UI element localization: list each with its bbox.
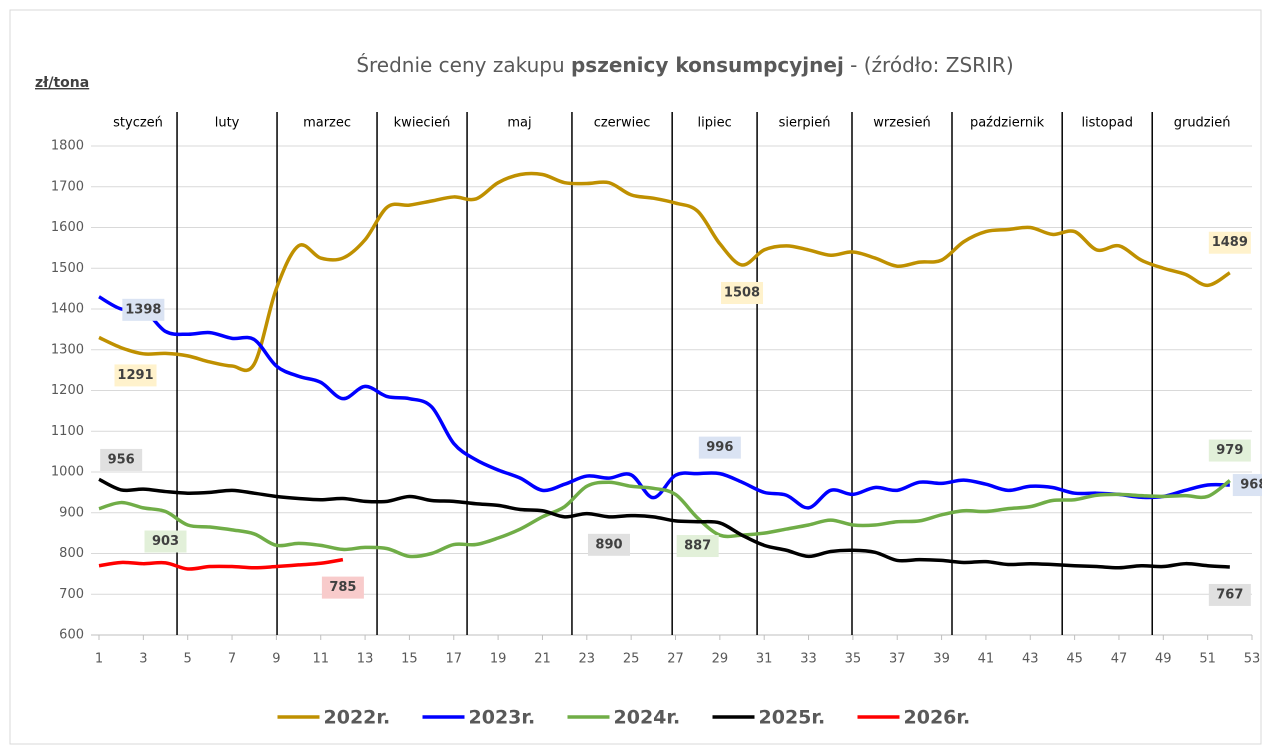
data-label: 1489 (1212, 235, 1248, 250)
data-label: 979 (1216, 443, 1243, 458)
data-label-box (321, 576, 364, 599)
month-label: grudzień (1174, 116, 1231, 131)
data-label: 903 (152, 534, 179, 549)
data-label-box (587, 533, 630, 556)
x-tick-label: 37 (889, 652, 906, 667)
x-tick-label: 5 (184, 652, 192, 667)
y-tick-label: 1700 (51, 179, 84, 194)
data-label: 956 (108, 452, 135, 467)
x-tick-label: 15 (401, 652, 418, 667)
chart-title: Średnie ceny zakupu pszenicy konsumpcyjn… (356, 53, 1013, 77)
series-line (98, 295, 1230, 510)
data-label: 1508 (724, 285, 760, 300)
month-label: marzec (303, 116, 351, 131)
legend-label: 2025r. (759, 707, 826, 729)
x-tick-label: 13 (357, 652, 374, 667)
data-label-box (721, 281, 764, 304)
y-axis-label: zł/tona (35, 75, 89, 91)
y-tick-label: 1400 (51, 302, 84, 317)
data-label: 887 (684, 539, 711, 554)
x-tick-label: 45 (1066, 652, 1083, 667)
series-line (98, 171, 1231, 373)
x-tick-label: 39 (933, 652, 950, 667)
month-label: maj (507, 116, 531, 131)
x-tick-label: 19 (490, 652, 507, 667)
data-label: 968 (1240, 478, 1262, 493)
y-tick-label: 1600 (51, 220, 84, 235)
legend-label: 2026r. (904, 707, 971, 729)
x-tick-label: 53 (1244, 652, 1261, 667)
x-tick-label: 11 (312, 652, 329, 667)
y-tick-label: 1000 (51, 465, 84, 480)
x-tick-label: 33 (800, 652, 817, 667)
data-label-box (1208, 583, 1251, 606)
series-line (98, 477, 1230, 570)
x-tick-label: 31 (756, 652, 773, 667)
x-tick-label: 35 (845, 652, 862, 667)
data-label-box (1208, 439, 1251, 462)
data-label: 1291 (117, 368, 153, 383)
month-label: listopad (1081, 116, 1133, 131)
month-label: luty (215, 116, 240, 131)
y-tick-label: 800 (59, 546, 84, 561)
y-tick-label: 700 (59, 587, 84, 602)
month-label: lipiec (698, 116, 732, 131)
data-label-box (1208, 231, 1251, 254)
x-tick-label: 25 (623, 652, 640, 667)
month-label: sierpień (779, 116, 831, 131)
month-label: październik (970, 116, 1045, 131)
x-tick-label: 3 (139, 652, 147, 667)
data-label-box (144, 530, 187, 553)
x-tick-label: 27 (667, 652, 684, 667)
data-label: 890 (595, 537, 622, 552)
legend-label: 2022r. (324, 707, 391, 729)
data-label-box (676, 535, 719, 558)
data-label: 996 (706, 440, 733, 455)
x-tick-label: 29 (712, 652, 729, 667)
series-line (98, 479, 1231, 559)
data-label: 785 (329, 580, 356, 595)
y-tick-label: 900 (59, 505, 84, 520)
data-label: 767 (1216, 587, 1243, 602)
y-tick-label: 1200 (51, 383, 84, 398)
data-label-box (114, 364, 157, 387)
x-tick-label: 23 (579, 652, 596, 667)
data-label-box (100, 448, 143, 471)
month-label: czerwiec (594, 116, 651, 131)
y-tick-label: 1500 (51, 261, 84, 276)
x-tick-label: 41 (978, 652, 995, 667)
data-label-box (698, 436, 741, 459)
x-tick-label: 9 (272, 652, 280, 667)
y-tick-label: 1800 (51, 139, 84, 154)
y-tick-label: 1100 (51, 424, 84, 439)
data-label: 1398 (125, 302, 161, 317)
x-tick-label: 47 (1111, 652, 1128, 667)
legend-label: 2023r. (469, 707, 536, 729)
x-tick-label: 43 (1022, 652, 1039, 667)
y-tick-label: 600 (59, 628, 84, 643)
legend-label: 2024r. (614, 707, 681, 729)
series-line (98, 557, 344, 571)
title-part: Średnie ceny zakupu (356, 53, 571, 77)
month-label: kwiecień (394, 116, 451, 131)
title-part: - (źródło: ZSRIR) (844, 53, 1014, 77)
x-tick-label: 7 (228, 652, 236, 667)
data-label-box (122, 298, 165, 321)
x-tick-label: 17 (445, 652, 462, 667)
x-tick-label: 49 (1155, 652, 1172, 667)
data-label-box (1232, 474, 1262, 497)
month-label: styczeń (113, 116, 163, 131)
y-tick-label: 1300 (51, 342, 84, 357)
chart-frame (9, 9, 1262, 745)
x-tick-label: 21 (534, 652, 551, 667)
month-label: wrzesień (873, 116, 930, 131)
x-tick-label: 51 (1199, 652, 1216, 667)
title-part: pszenicy konsumpcyjnej (571, 53, 844, 77)
x-tick-label: 1 (95, 652, 103, 667)
